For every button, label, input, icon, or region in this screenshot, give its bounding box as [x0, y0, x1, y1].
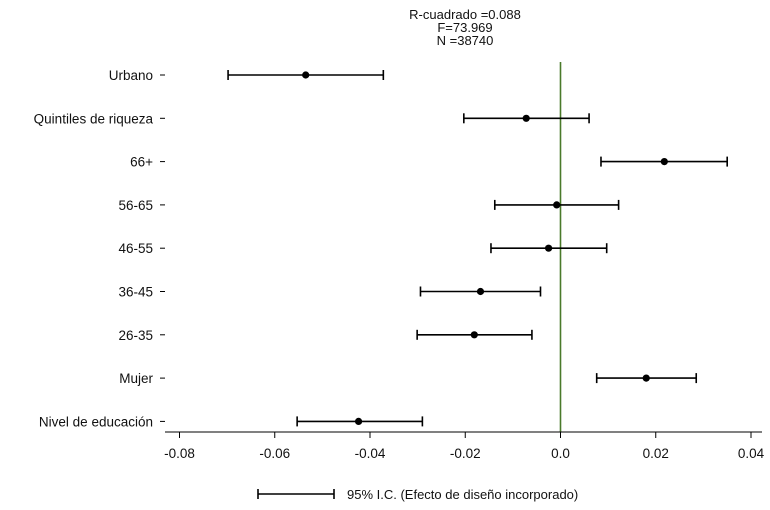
point-estimate	[544, 244, 553, 252]
x-tick-label: 0.04	[738, 446, 765, 461]
legend: 95% I.C. (Efecto de diseño incorporado)	[257, 487, 578, 502]
x-tick-label: -0.02	[450, 446, 481, 461]
plot-area	[227, 62, 728, 432]
x-tick-label: -0.04	[355, 446, 386, 461]
title-line: R-cuadrado =0.088	[409, 7, 521, 22]
y-tick-label: 46-55	[118, 241, 153, 256]
point-estimate	[553, 201, 561, 209]
point-estimate	[476, 287, 485, 296]
point-estimate	[522, 114, 530, 122]
y-tick-label: 66+	[130, 155, 153, 170]
point-estimate	[470, 331, 478, 339]
point-estimate	[642, 374, 650, 382]
y-tick-label: Mujer	[119, 371, 153, 386]
x-tick-label: -0.06	[259, 446, 290, 461]
y-tick-label: 36-45	[118, 285, 153, 300]
point-estimate	[660, 158, 668, 166]
title-line: F=73.969	[437, 20, 492, 35]
point-estimate	[302, 71, 310, 79]
y-tick-label: Quintiles de riqueza	[34, 111, 154, 126]
y-tick-label: 26-35	[118, 328, 153, 343]
x-tick-label: 0.0	[551, 446, 570, 461]
x-axis: -0.08 -0.06 -0.04 -0.02 0.0 0.02 0.04	[164, 431, 765, 461]
point-estimate	[354, 417, 363, 425]
y-tick-label: 56-65	[118, 198, 153, 213]
y-tick-label: Urbano	[109, 68, 153, 83]
title-line: N =38740	[437, 33, 494, 48]
legend-label: 95% I.C. (Efecto de diseño incorporado)	[347, 487, 578, 502]
x-tick-label: -0.08	[164, 446, 195, 461]
y-axis: Urbano Quintiles de riqueza 66+ 56-65 46-55 3…	[34, 68, 165, 429]
y-tick-label: Nivel de educación	[39, 414, 153, 429]
x-tick-label: 0.02	[643, 446, 669, 461]
